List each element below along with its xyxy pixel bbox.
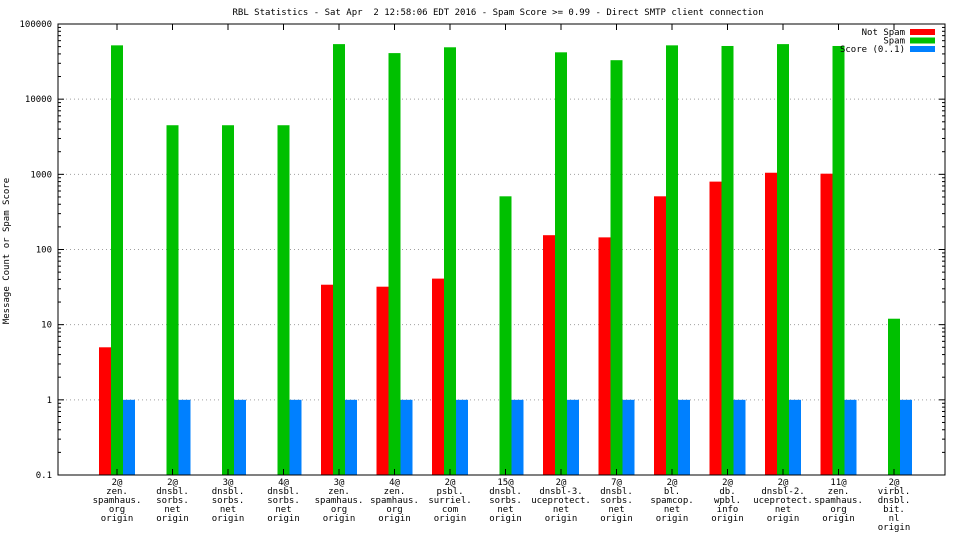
bar-not-spam [820,173,833,475]
bar-spam [777,44,789,475]
x-tick-label: 2@ dnsbl. sorbs. net origin [156,478,189,524]
bar-score-0-1 [345,399,357,475]
x-tick-label: 2@ virbl. dnsbl. bit. nl origin [878,478,911,533]
bar-not-spam [765,172,777,475]
bar-score-0-1 [456,399,468,475]
y-axis-label: Message Count or Spam Score [2,178,12,324]
bar-score-0-1 [511,399,524,475]
bar-spam [721,45,734,475]
bar-not-spam [598,237,611,475]
bar-spam [666,45,678,476]
x-tick-label: 2@ zen. spamhaus. org origin [93,478,142,524]
bar-not-spam [654,196,666,475]
y-tick-label: 100 [36,246,52,256]
bar-not-spam [709,181,722,475]
bar-spam [610,60,623,475]
x-tick-label: 15@ dnsbl. sorbs. net origin [489,478,522,524]
bar-spam [499,196,512,475]
bar-spam [555,52,567,476]
bar-spam [111,45,123,476]
y-tick-label: 1000 [30,170,52,180]
y-tick-label: 1 [47,396,52,406]
bar-spam [444,47,456,475]
legend-label: Spam [883,37,905,47]
x-tick-label: 4@ dnsbl. sorbs. net origin [267,478,300,524]
legend-swatch [910,37,935,44]
legend-label: Not Spam [862,28,905,38]
bar-spam [222,125,234,476]
chart-title: RBL Statistics - Sat Apr 2 12:58:06 EDT … [232,8,763,18]
bar-score-0-1 [678,399,690,475]
x-tick-label: 11@ zen. spamhaus. org origin [814,478,863,524]
x-tick-label: 2@ psbl. surriel. com origin [428,478,471,524]
bar-score-0-1 [900,399,912,475]
legend-swatch [910,46,935,52]
bar-not-spam [321,284,333,475]
x-tick-label: 3@ dnsbl. sorbs. net origin [212,478,245,524]
bar-score-0-1 [123,399,135,475]
bar-score-0-1 [567,399,579,475]
bar-not-spam [543,235,555,475]
x-tick-label: 2@ bl. spamcop. net origin [650,478,693,524]
bar-not-spam [376,286,389,475]
bar-score-0-1 [234,399,246,475]
y-tick-label: 0.1 [36,471,52,481]
bar-score-0-1 [622,399,635,475]
x-tick-label: 7@ dnsbl. sorbs. net origin [600,478,633,524]
x-tick-label: 2@ dnsbl-3. uceprotect. net origin [531,478,591,524]
bar-not-spam [99,347,111,475]
bar-not-spam [432,278,444,475]
y-tick-label: 100000 [19,20,52,30]
legend-label: Score (0..1) [840,45,905,55]
bar-score-0-1 [844,399,857,475]
x-tick-label: 2@ dnsbl-2. uceprotect. net origin [753,478,813,524]
x-tick-label: 2@ db. wpbl. info origin [711,478,744,524]
bar-spam [277,125,290,476]
bar-spam [888,318,900,475]
x-tick-label: 4@ zen. spamhaus. org origin [370,478,419,524]
bar-score-0-1 [733,399,746,475]
bar-spam [333,44,345,475]
bars [99,44,912,476]
bar-score-0-1 [289,399,302,475]
bar-score-0-1 [400,399,413,475]
y-tick-label: 10000 [25,95,52,105]
x-tick-label: 3@ zen. spamhaus. org origin [315,478,364,524]
bar-score-0-1 [789,399,801,475]
y-tick-label: 10 [41,321,52,331]
legend-swatch [910,29,935,35]
axes: 0.1 1 10 100 1000 10000 100000 2@ zen. spamhaus. o… [19,20,946,533]
bar-spam [832,45,845,475]
bar-spam [166,125,179,476]
bar-score-0-1 [178,399,191,475]
bar-spam [388,53,401,476]
